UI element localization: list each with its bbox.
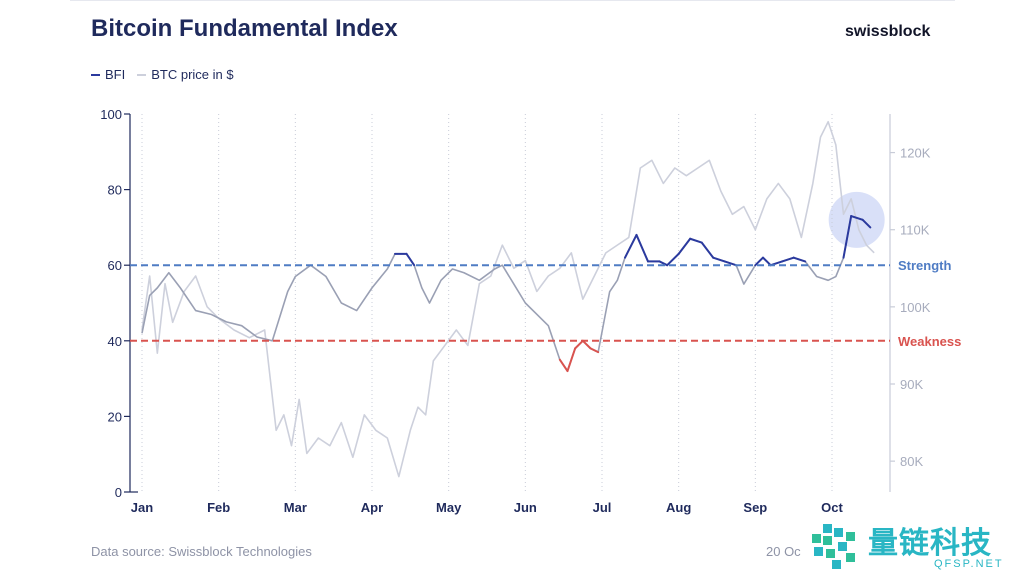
bfi-strength-segment	[842, 215, 853, 259]
bfi-strength-segment	[624, 233, 638, 259]
bfi-neutral-line	[141, 215, 871, 372]
y-tick-label-left: 80	[108, 183, 122, 198]
y-tick-label-left: 60	[108, 258, 122, 273]
bfi-weakness-segment	[589, 347, 600, 354]
bfi-strength-segment	[700, 241, 715, 259]
x-tick-label: Jul	[593, 500, 612, 515]
chart-legend: BFI BTC price in $	[91, 67, 246, 82]
bfi-strength-segment	[658, 260, 669, 267]
x-tick-label: Sep	[743, 500, 767, 515]
btc-price-line	[141, 120, 875, 478]
brand-logo: swissblock	[845, 23, 931, 40]
watermark-subtext: QFSP.NET	[934, 558, 1004, 570]
x-tick-label: Feb	[207, 500, 230, 515]
chart-date: 20 Oc	[766, 544, 801, 559]
y-tick-label-left: 100	[100, 107, 122, 122]
y-tick-label-right: 90K	[900, 377, 923, 392]
legend-label-btc: BTC price in $	[151, 67, 234, 82]
bfi-strength-segment	[635, 233, 649, 263]
y-tick-label-right: 80K	[900, 454, 923, 469]
y-tick-label-left: 40	[108, 334, 122, 349]
y-tick-label-right: 100K	[900, 300, 931, 315]
x-tick-label: Mar	[284, 500, 307, 515]
bfi-strength-segment	[792, 256, 807, 263]
watermark-logo-icon	[812, 524, 855, 569]
bfi-strength-segment	[689, 237, 703, 244]
legend-label-bfi: BFI	[105, 67, 126, 82]
bfi-strength-segment	[754, 256, 764, 267]
threshold-label-weakness: Weakness	[898, 334, 961, 349]
y-tick-label-right: 120K	[900, 146, 931, 161]
bfi-strength-segment	[677, 237, 692, 255]
bfi-weakness-segment	[566, 347, 577, 373]
y-tick-label-right: 110K	[900, 223, 930, 238]
watermark-text: 量链科技	[868, 527, 992, 560]
legend-item-btc: BTC price in $	[137, 67, 234, 82]
data-source-note: Data source: Swissblock Technologies	[91, 544, 312, 559]
x-tick-label: Apr	[361, 500, 383, 515]
x-tick-label: Oct	[821, 500, 843, 515]
bfi-strength-segment	[712, 256, 726, 263]
page-title: Bitcoin Fundamental Index	[91, 15, 398, 42]
x-tick-label: Aug	[666, 500, 691, 515]
bfi-strength-segment	[850, 215, 864, 221]
bfi-weakness-segment	[581, 339, 592, 350]
y-tick-label-left: 20	[108, 409, 122, 424]
bfi-strength-segment	[666, 252, 680, 267]
x-tick-label: Jan	[131, 500, 153, 515]
legend-item-bfi: BFI	[91, 67, 125, 82]
bfi-strength-segment	[723, 260, 738, 267]
x-tick-label: Jun	[514, 500, 537, 515]
threshold-label-strength: Strength	[898, 258, 952, 273]
legend-swatch-btc	[137, 73, 147, 76]
y-tick-label-left: 0	[115, 485, 122, 500]
top-divider	[70, 0, 955, 1]
bfi-weakness-segment	[558, 358, 569, 373]
legend-swatch-bfi	[91, 73, 100, 76]
bfi-strength-segment	[762, 256, 772, 267]
x-tick-label: May	[436, 500, 462, 515]
bfi-strength-segment	[781, 256, 795, 263]
bfi-strength-segment	[405, 252, 416, 267]
bfi-strength-segment	[861, 218, 872, 229]
watermark: 量链科技 QFSP.NET	[806, 514, 1024, 576]
bfi-weakness-segment	[574, 339, 584, 350]
